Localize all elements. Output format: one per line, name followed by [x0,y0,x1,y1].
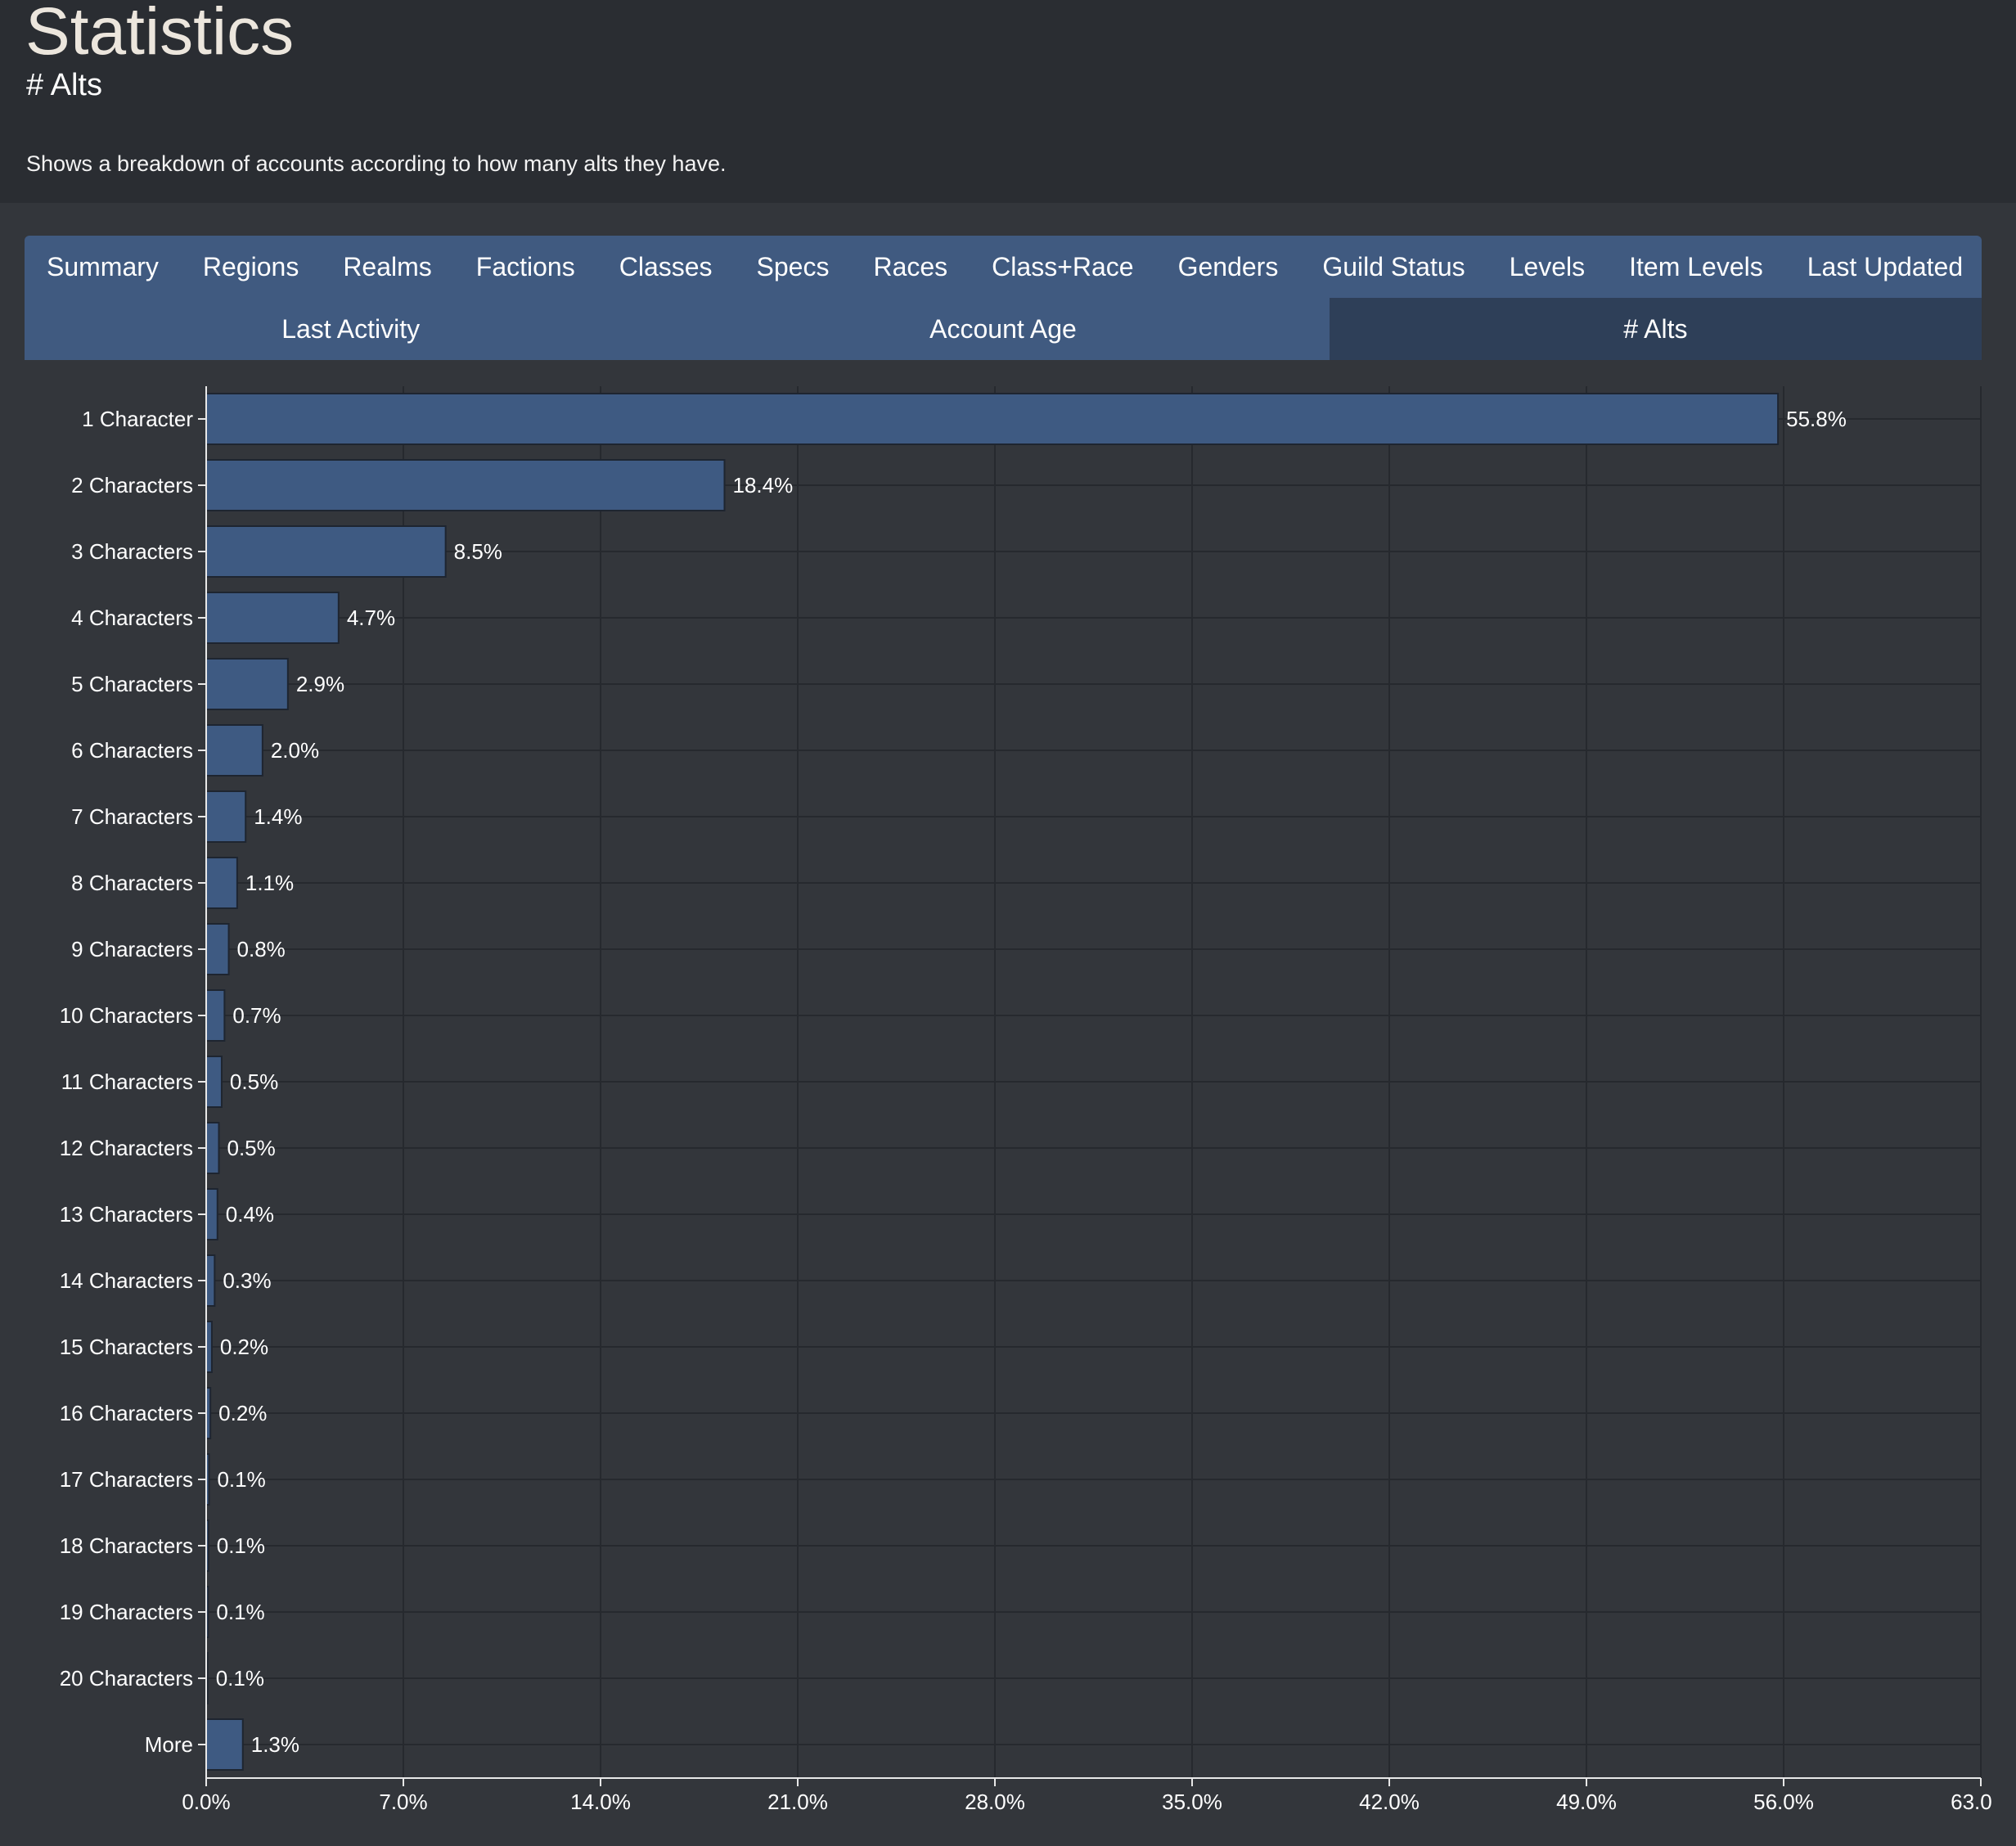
y-tick-label: 16 Characters [60,1401,193,1425]
data-label: 2.0% [271,738,319,763]
data-label: 4.7% [347,606,395,630]
y-tick-label: 1 Character [82,407,193,431]
data-label: 8.5% [454,539,502,564]
bar [205,1718,244,1771]
x-tick-label: 0.0% [182,1790,230,1814]
y-tick-label: 7 Characters [71,804,193,829]
y-tick-label: 18 Characters [60,1533,193,1558]
y-tick-label: 14 Characters [60,1268,193,1293]
y-tick-label: 11 Characters [61,1069,193,1094]
x-tick-label: 28.0% [965,1790,1025,1814]
tab-summary[interactable]: Summary [47,251,159,281]
data-label: 0.2% [220,1335,268,1359]
data-label: 55.8% [1786,407,1847,431]
page-title: Statistics [25,0,295,69]
data-label: 0.1% [216,1666,264,1691]
data-label: 1.1% [245,871,294,895]
tab-account-age[interactable]: Account Age [929,313,1077,344]
bar [205,790,247,843]
tab-class-race[interactable]: Class+Race [992,251,1134,281]
data-label: 0.3% [223,1268,271,1293]
y-tick-label: 19 Characters [60,1600,193,1624]
data-label: 0.5% [227,1136,275,1160]
y-tick-label: 20 Characters [60,1666,193,1691]
tab-guild-status[interactable]: Guild Status [1322,251,1465,281]
tab-regions[interactable]: Regions [202,251,299,281]
x-tick-label: 56.0% [1753,1790,1814,1814]
tab-realms[interactable]: Realms [343,251,432,281]
stats-tabs-secondary: Last Activity Account Age # Alts [25,298,1982,360]
y-tick-label: 10 Characters [60,1003,193,1028]
data-label: 0.1% [216,1600,264,1624]
y-tick-label: 12 Characters [60,1136,193,1160]
data-label: 2.9% [296,672,344,696]
data-label: 0.8% [237,937,286,961]
tab-races[interactable]: Races [873,251,948,281]
data-label: 0.5% [230,1069,278,1094]
y-tick-label: 9 Characters [71,937,193,961]
x-tick-label: 7.0% [379,1790,427,1814]
y-tick-label: 8 Characters [71,871,193,895]
bar [205,525,447,578]
tab-alts[interactable]: # Alts [1329,298,1982,360]
data-label: 18.4% [732,473,793,498]
data-label: 1.4% [254,804,302,829]
tab-classes[interactable]: Classes [619,251,713,281]
page-description: Shows a breakdown of accounts according … [26,151,727,176]
tab-last-updated[interactable]: Last Updated [1807,251,1964,281]
y-tick-label: 6 Characters [71,738,193,763]
tab-last-activity[interactable]: Last Activity [281,313,421,344]
data-label: 0.1% [217,1467,265,1492]
bar [205,592,340,644]
x-tick-label: 14.0% [570,1790,631,1814]
tab-genders[interactable]: Genders [1177,251,1279,281]
bar [205,724,263,777]
x-tick-label: 63.0% [1951,1790,1991,1814]
chart-panel: 1 Character 55.8% 2 Characters 18.4% 3 Chara… [25,378,1991,1843]
bar [205,1056,223,1108]
tab-levels[interactable]: Levels [1509,251,1586,281]
y-tick-label: 5 Characters [71,672,193,696]
x-tick-label: 35.0% [1162,1790,1222,1814]
tab-specs[interactable]: Specs [756,251,830,281]
alts-bar-chart: 1 Character 55.8% 2 Characters 18.4% 3 Chara… [60,386,1991,1814]
x-tick-label: 49.0% [1556,1790,1617,1814]
stats-tabs-primary: Summary Regions Realms Factions Classes … [25,236,1982,298]
page-subtitle: # Alts [26,68,102,102]
bar [205,989,226,1042]
data-label: 0.1% [217,1533,265,1558]
y-tick-label: 13 Characters [60,1202,193,1227]
bar [205,658,289,710]
y-tick-label: More [145,1732,193,1757]
bar [205,1254,216,1307]
x-tick-label: 21.0% [767,1790,828,1814]
x-tick-label: 42.0% [1359,1790,1420,1814]
bar [205,857,238,909]
tab-factions[interactable]: Factions [475,251,575,281]
tab-item-levels[interactable]: Item Levels [1629,251,1763,281]
y-tick-label: 15 Characters [60,1335,193,1359]
data-label: 0.2% [218,1401,267,1425]
y-tick-label: 4 Characters [71,606,193,630]
y-tick-label: 17 Characters [60,1467,193,1492]
bar [205,459,726,511]
y-tick-label: 3 Characters [71,539,193,564]
data-label: 0.7% [232,1003,281,1028]
bar [205,923,230,975]
bar [205,1188,218,1240]
bar [205,393,1780,445]
data-label: 1.3% [251,1732,299,1757]
bar [205,1122,220,1174]
page-header: Statistics # Alts Shows a breakdown of a… [0,0,2016,203]
data-label: 0.4% [226,1202,274,1227]
y-tick-label: 2 Characters [71,473,193,498]
bar [205,1321,213,1373]
